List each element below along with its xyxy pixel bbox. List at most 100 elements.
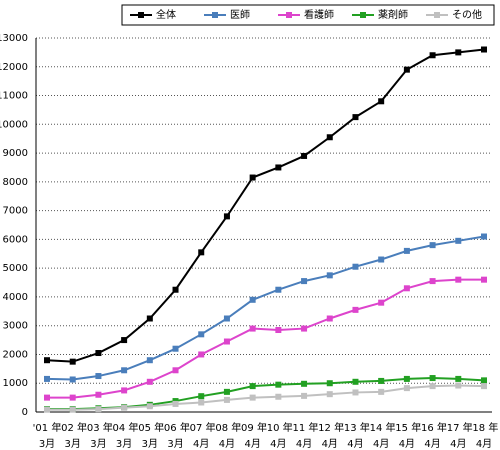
y-tick-label: 10000 xyxy=(0,119,28,130)
legend-marker xyxy=(434,12,440,18)
y-tick-label: 4000 xyxy=(3,292,28,303)
marker xyxy=(429,242,436,249)
marker xyxy=(198,399,205,406)
marker xyxy=(352,378,359,385)
x-tick-label: '18 年 xyxy=(470,421,499,434)
marker xyxy=(69,394,76,401)
x-tick-label: '04 年 xyxy=(110,421,139,434)
x-tick-label: 3月 xyxy=(142,438,158,450)
marker xyxy=(44,375,50,382)
marker xyxy=(275,286,282,293)
x-tick-label: '17 年 xyxy=(444,421,473,434)
marker xyxy=(455,382,462,389)
marker xyxy=(326,272,333,279)
legend-box xyxy=(121,4,495,26)
x-tick-label: '13 年 xyxy=(341,421,370,434)
marker xyxy=(455,49,462,56)
marker xyxy=(301,392,308,399)
marker xyxy=(481,377,487,384)
marker xyxy=(44,406,50,413)
marker xyxy=(198,393,205,400)
marker xyxy=(275,381,282,388)
x-tick-label: '07 年 xyxy=(187,421,216,434)
marker xyxy=(121,404,128,411)
x-tick-label: 4月 xyxy=(244,438,260,450)
marker xyxy=(249,394,256,401)
y-tick-label: 5000 xyxy=(3,263,28,274)
x-tick-label: 4月 xyxy=(219,438,235,450)
marker xyxy=(301,152,308,159)
marker xyxy=(403,385,410,392)
marker xyxy=(172,400,179,407)
x-tick-label: '03 年 xyxy=(84,421,113,434)
x-tick-label: 4月 xyxy=(399,438,415,450)
x-tick-label: 4月 xyxy=(424,438,440,450)
y-tick-label: 3000 xyxy=(3,321,28,332)
series-line xyxy=(46,48,485,363)
y-tick-label: 13000 xyxy=(0,33,28,44)
marker xyxy=(249,383,256,390)
marker xyxy=(44,357,50,364)
marker xyxy=(146,315,153,322)
x-tick-label: '12 年 xyxy=(315,421,344,434)
marker xyxy=(455,375,462,382)
marker xyxy=(172,286,179,293)
marker xyxy=(172,367,179,374)
x-tick-label: 4月 xyxy=(322,438,338,450)
y-tick-label: 6000 xyxy=(3,234,28,245)
marker xyxy=(223,396,230,403)
legend-marker xyxy=(286,12,292,18)
series-line xyxy=(47,377,485,411)
marker xyxy=(95,391,102,398)
x-tick-label: 4月 xyxy=(373,438,389,450)
x-tick-label: '15 年 xyxy=(393,421,422,434)
x-tick-label: 4月 xyxy=(270,438,286,450)
y-tick-label: 8000 xyxy=(3,177,28,188)
x-tick-label: '01 年 xyxy=(33,421,62,434)
x-tick-label: '11 年 xyxy=(290,421,319,434)
x-tick-label: 3月 xyxy=(167,438,183,450)
y-tick-label: 12000 xyxy=(0,62,28,73)
x-tick-label: '08 年 xyxy=(213,421,242,434)
marker xyxy=(95,373,102,380)
marker xyxy=(378,388,385,395)
marker xyxy=(198,331,205,338)
series-line xyxy=(47,384,485,411)
legend-label: 薬剤師 xyxy=(378,8,408,21)
marker xyxy=(301,278,308,285)
y-tick-label: 9000 xyxy=(3,148,28,159)
marker xyxy=(455,237,462,244)
marker xyxy=(223,388,230,395)
x-tick-label: 4月 xyxy=(296,438,312,450)
marker xyxy=(352,114,359,121)
marker xyxy=(429,52,436,59)
marker xyxy=(275,164,282,171)
marker xyxy=(198,249,205,256)
marker xyxy=(95,350,102,357)
legend-marker xyxy=(212,12,218,18)
marker xyxy=(275,327,282,334)
marker xyxy=(378,98,385,105)
legend-label: 医師 xyxy=(230,8,250,21)
marker xyxy=(403,375,410,382)
marker xyxy=(249,325,256,332)
marker xyxy=(481,46,487,53)
marker xyxy=(249,296,256,303)
marker xyxy=(121,337,128,344)
marker xyxy=(326,134,333,141)
marker xyxy=(352,263,359,270)
y-tick-label: 11000 xyxy=(0,91,28,102)
marker xyxy=(352,306,359,313)
marker xyxy=(481,233,487,240)
marker xyxy=(223,338,230,345)
marker xyxy=(146,357,153,364)
marker xyxy=(301,380,308,387)
marker xyxy=(69,376,76,383)
x-tick-label: '10 年 xyxy=(264,421,293,434)
y-tick-label: 1000 xyxy=(3,378,28,389)
marker xyxy=(223,213,230,220)
marker xyxy=(378,377,385,384)
x-tick-label: 3月 xyxy=(65,438,81,450)
marker xyxy=(378,299,385,306)
